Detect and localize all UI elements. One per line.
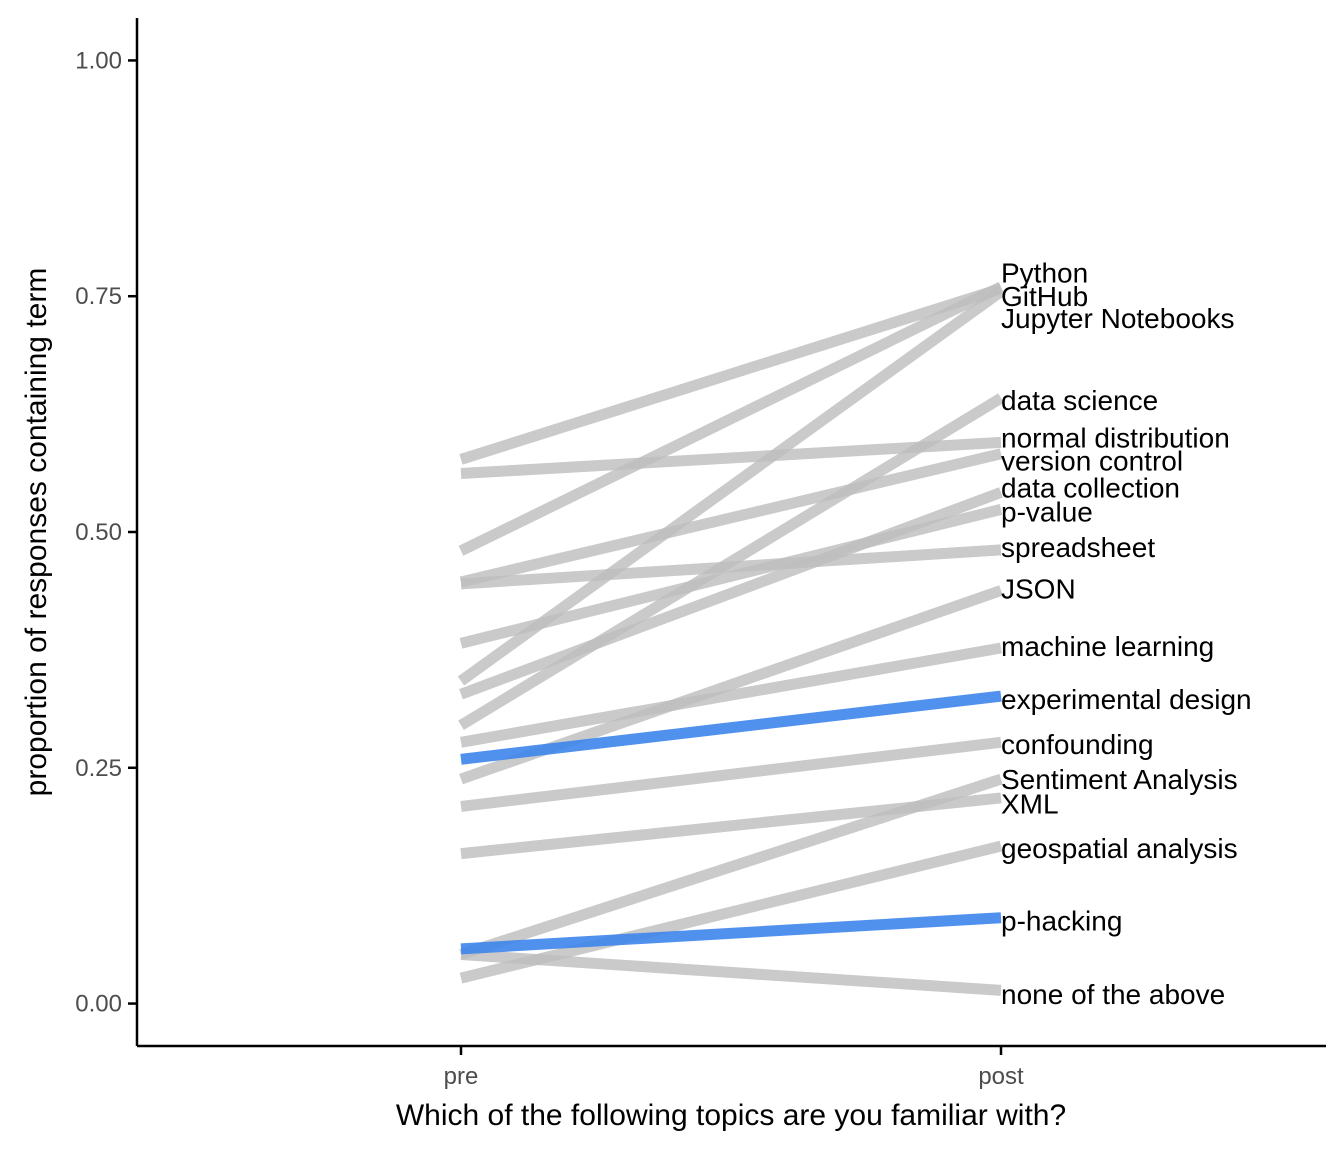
series-line-p-value: [459, 504, 1003, 649]
series-label: geospatial analysis: [1001, 833, 1238, 864]
series-line-jupyter-notebooks: [458, 281, 1004, 556]
y-tick-label: 0.25: [75, 755, 122, 782]
series-label: machine learning: [1001, 631, 1214, 662]
series-label: Sentiment Analysis: [1001, 764, 1238, 795]
series-label: Python: [1001, 258, 1088, 289]
series-label: data collection: [1001, 473, 1180, 504]
series-label: GitHub: [1001, 281, 1088, 312]
series-label: version control: [1001, 445, 1183, 476]
x-tick-label: pre: [444, 1063, 479, 1090]
series-label: p-hacking: [1001, 906, 1122, 937]
series-label: data science: [1001, 385, 1158, 416]
series-label: none of the above: [1001, 979, 1225, 1010]
series-line-confounding: [460, 736, 1002, 812]
series-line-version-control: [459, 448, 1003, 588]
series-label: spreadsheet: [1001, 532, 1155, 563]
series-line-none-of-the-above: [460, 949, 1002, 996]
x-axis-title: Which of the following topics are you fa…: [396, 1099, 1066, 1132]
series-line-p-hacking: [460, 912, 1002, 955]
y-ticks: 0.00 0.25 0.50 0.75 1.00: [75, 47, 137, 1018]
y-tick-label: 1.00: [75, 47, 122, 74]
series-label: normal distribution: [1001, 423, 1230, 454]
x-tick-label: post: [978, 1063, 1024, 1090]
series-line-normal-distribution: [460, 436, 1002, 480]
series-line-python: [459, 283, 1003, 465]
series-label: p-value: [1001, 496, 1093, 527]
series-line-spreadsheet: [460, 544, 1002, 590]
x-ticks: pre post: [444, 1046, 1024, 1090]
series-lines: [457, 281, 1005, 996]
y-tick-label: 0.75: [75, 283, 122, 310]
y-tick-label: 0.50: [75, 519, 122, 546]
series-line-xml: [460, 792, 1002, 860]
series-label: Jupyter Notebooks: [1001, 303, 1234, 334]
series-label: confounding: [1001, 729, 1154, 760]
series-label: experimental design: [1001, 684, 1252, 715]
series-line-experimental-design: [460, 690, 1002, 765]
series-label: JSON: [1001, 574, 1076, 605]
series-label: XML: [1001, 789, 1059, 820]
series-line-machine-learning: [460, 642, 1002, 748]
y-tick-label: 0.00: [75, 991, 122, 1018]
y-axis-title: proportion of responses containing term: [20, 268, 53, 797]
